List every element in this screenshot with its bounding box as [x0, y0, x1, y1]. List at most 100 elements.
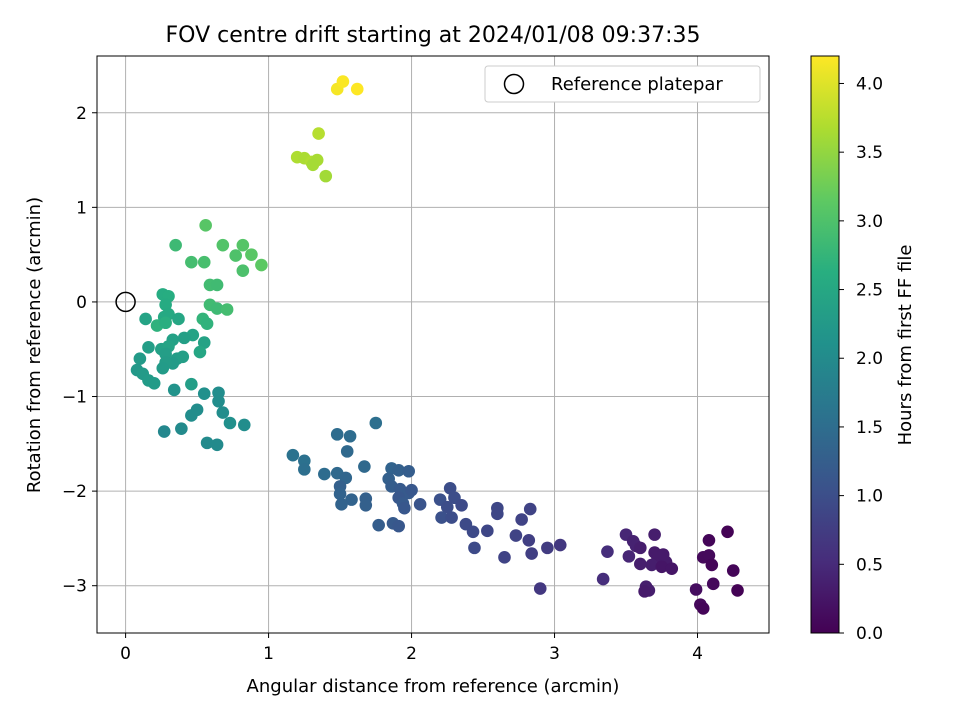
- legend-box: [484, 65, 761, 103]
- data-point: [139, 312, 152, 326]
- data-point: [298, 463, 311, 476]
- data-point: [345, 493, 358, 506]
- chart-title: FOV centre drift starting at 2024/01/08 …: [166, 23, 701, 48]
- data-point: [522, 534, 536, 547]
- data-points: [130, 75, 744, 615]
- data-point: [245, 248, 258, 261]
- data-point: [726, 564, 740, 577]
- data-point: [169, 238, 182, 252]
- data-point: [541, 541, 554, 555]
- colorbar-ticks: 0.0 0.5 1.0 1.5 2.0 2.5 3.0 3.5 4.0: [839, 74, 883, 644]
- colorbar-tick-label: 4.0: [856, 74, 883, 94]
- data-point: [705, 558, 719, 572]
- data-point: [142, 341, 155, 354]
- data-point: [702, 549, 716, 562]
- data-point: [466, 525, 480, 539]
- data-point: [255, 258, 268, 272]
- y-tick-label: −1: [62, 388, 87, 408]
- data-point: [405, 483, 418, 497]
- colorbar-tick-label: 3.5: [856, 143, 883, 163]
- data-point: [336, 75, 350, 88]
- data-point: [200, 317, 214, 330]
- data-point: [343, 429, 357, 443]
- colorbar-gradient: [810, 55, 840, 634]
- data-point: [156, 361, 170, 375]
- data-point: [193, 345, 207, 359]
- data-point: [216, 238, 230, 252]
- data-point: [509, 529, 523, 542]
- data-point: [340, 445, 354, 458]
- data-point: [596, 572, 610, 586]
- data-point: [634, 557, 647, 571]
- data-point: [216, 406, 230, 419]
- data-point: [185, 409, 198, 422]
- data-point: [731, 584, 744, 597]
- data-point: [468, 541, 481, 555]
- data-point: [435, 511, 448, 524]
- x-tick-label: 1: [263, 644, 274, 664]
- data-point: [229, 249, 242, 262]
- data-point: [358, 460, 371, 473]
- data-point: [312, 127, 325, 140]
- data-point: [402, 464, 415, 478]
- x-axis-label: Angular distance from reference (arcmin): [247, 676, 620, 697]
- y-tick-label: 0: [76, 293, 87, 313]
- data-point: [525, 547, 538, 560]
- reference-platepar-marker: [115, 291, 136, 313]
- data-point: [413, 498, 427, 511]
- x-axis-ticks: 0 1 2 3 4: [120, 633, 703, 664]
- colorbar-tick-label: 1.0: [856, 487, 883, 507]
- data-point: [645, 558, 659, 572]
- x-tick-label: 2: [406, 644, 417, 664]
- data-point: [223, 416, 237, 430]
- data-point: [634, 541, 647, 555]
- legend: Reference platepar: [484, 65, 761, 103]
- data-point: [372, 518, 385, 532]
- data-point: [147, 376, 161, 390]
- data-point: [236, 264, 250, 278]
- data-point: [175, 422, 188, 435]
- data-point: [601, 545, 614, 558]
- data-point: [481, 524, 494, 538]
- data-point: [318, 467, 331, 481]
- data-point: [185, 255, 198, 269]
- data-point: [706, 577, 720, 591]
- data-point: [197, 336, 211, 349]
- data-point: [665, 562, 679, 575]
- data-point: [498, 551, 511, 564]
- grid-lines: [97, 56, 769, 633]
- colorbar-tick-label: 1.5: [856, 418, 883, 438]
- data-point: [197, 387, 211, 400]
- data-point: [319, 169, 333, 183]
- data-point: [553, 538, 567, 552]
- data-point: [335, 498, 348, 511]
- legend-marker: [503, 73, 525, 95]
- data-point: [638, 585, 651, 598]
- data-point: [648, 528, 661, 541]
- data-point: [491, 507, 504, 521]
- data-point: [350, 82, 364, 96]
- data-point: [622, 550, 636, 563]
- data-point: [696, 602, 710, 615]
- data-point: [333, 487, 347, 501]
- data-point: [172, 312, 185, 326]
- data-point: [159, 316, 172, 330]
- data-point: [655, 560, 669, 574]
- data-point: [440, 500, 454, 514]
- data-point: [445, 511, 458, 524]
- data-point: [721, 525, 734, 539]
- data-point: [369, 416, 383, 430]
- data-point: [286, 448, 300, 462]
- data-point: [159, 298, 172, 312]
- data-point: [689, 583, 703, 596]
- colorbar-tick-label: 2.0: [856, 349, 883, 369]
- colorbar-label: Hours from first FF file: [895, 245, 916, 446]
- data-point: [220, 303, 234, 316]
- y-axis-label: Rotation from reference (arcmin): [24, 197, 45, 493]
- data-point: [455, 499, 468, 512]
- data-point: [392, 464, 405, 477]
- data-point: [197, 255, 211, 269]
- colorbar-tick-label: 3.0: [856, 212, 883, 232]
